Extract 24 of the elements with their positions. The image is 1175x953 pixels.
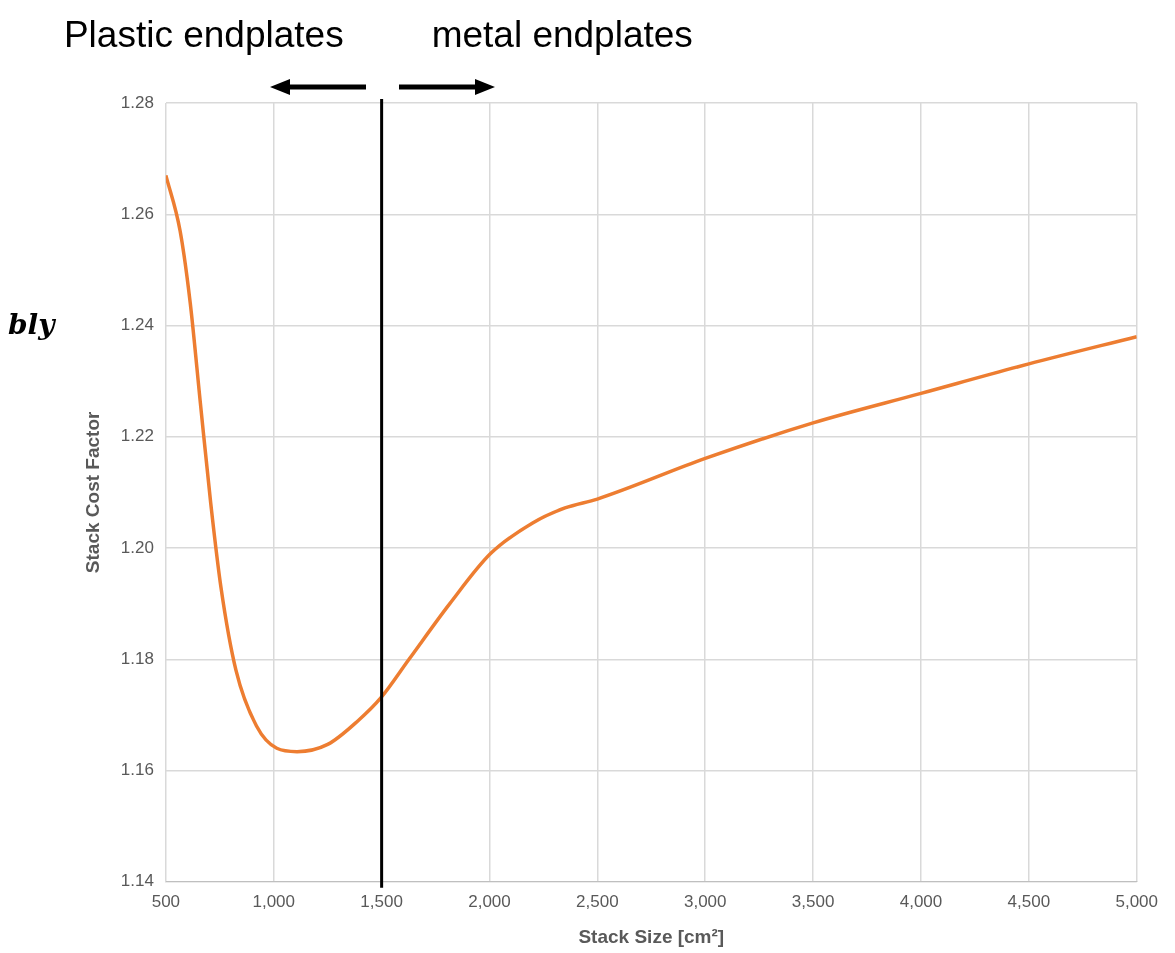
line-series [165, 173, 1137, 754]
y-tick-label: 1.26 [120, 203, 154, 223]
y-tick-label: 1.14 [120, 871, 154, 891]
text: bly [8, 308, 55, 341]
x-axis-title: Stack Size [cm²] [578, 925, 725, 947]
x-tick-label: 500 [151, 891, 181, 911]
y-tick-label: 1.16 [120, 760, 154, 780]
text: Plastic endplates [63, 14, 344, 56]
y-tick-label: 1.20 [120, 537, 154, 557]
x-tick-label: 4,500 [1007, 891, 1051, 911]
y-tick-label: 1.22 [120, 426, 154, 446]
y-tick-label: 1.18 [120, 648, 154, 668]
y-axis-title: Stack Cost Factor [81, 411, 103, 574]
x-tick-label: 3,000 [683, 891, 727, 911]
x-tick-label: 1,500 [360, 891, 403, 911]
x-tick-label: 2,500 [576, 891, 619, 911]
text: metal endplates [431, 14, 693, 56]
y-tick-label: 1.28 [120, 92, 154, 112]
x-tick-label: 5,000 [1115, 891, 1158, 911]
x-tick-label: 2,000 [468, 891, 511, 911]
y-tick-label: 1.24 [120, 315, 154, 335]
x-tick-label: 4,000 [899, 891, 943, 911]
x-tick-label: 3,500 [791, 891, 835, 911]
x-tick-label: 1,000 [252, 891, 296, 911]
